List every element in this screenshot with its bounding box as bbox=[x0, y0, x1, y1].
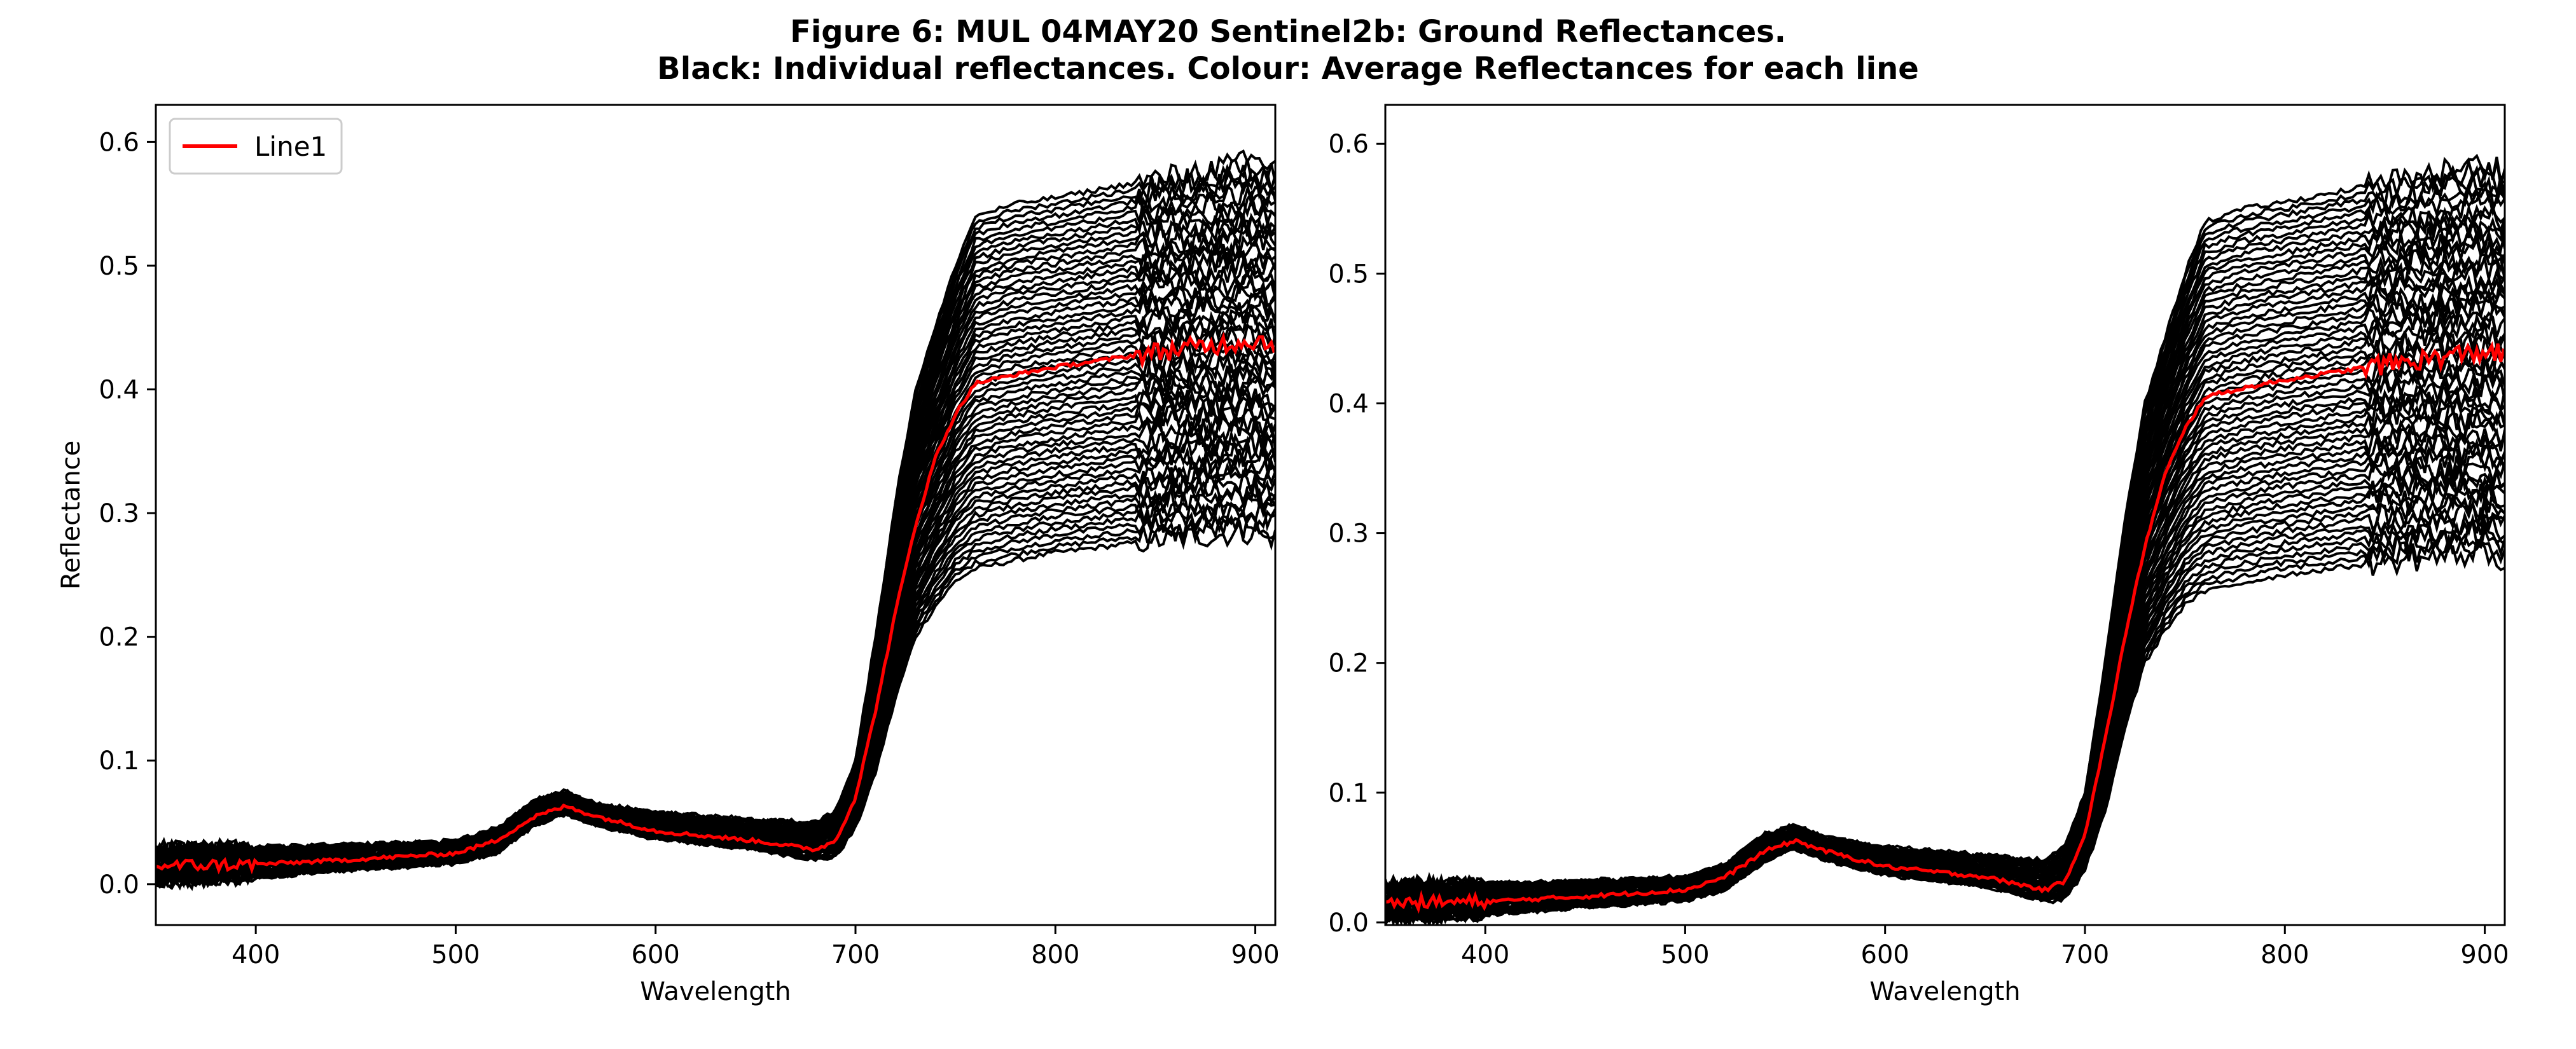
individual-reflectance-line bbox=[156, 246, 1275, 864]
x-tick-label: 600 bbox=[1861, 940, 1909, 970]
individual-reflectance-line bbox=[1385, 343, 2505, 910]
individual-reflectance-line bbox=[156, 292, 1275, 869]
chart-panel-2: 400 500 600 700 800 900 0.0 0.1 0.2 0.3 0.4 0.5 0.6 W… bbox=[1328, 104, 2509, 1006]
x-tick-label: 400 bbox=[232, 940, 280, 970]
individual-reflectance-line bbox=[156, 310, 1275, 872]
x-tick-label: 400 bbox=[1461, 940, 1509, 970]
y-tick-label: 0.1 bbox=[99, 746, 139, 776]
individual-reflectance-line bbox=[156, 173, 1275, 860]
x-tick-label: 900 bbox=[1231, 940, 1279, 970]
individual-reflectance-line bbox=[1385, 423, 2505, 916]
individual-reflectance-line bbox=[1385, 288, 2505, 906]
y-tick-label: 0.0 bbox=[1328, 908, 1369, 938]
individual-reflectance-line bbox=[1385, 429, 2505, 919]
y-tick-label: 0.3 bbox=[1328, 519, 1369, 549]
individual-reflectance-line bbox=[1385, 286, 2505, 905]
individual-reflectance-line bbox=[1385, 385, 2505, 915]
individual-reflectance-line bbox=[1385, 170, 2505, 897]
y-tick-label: 0.4 bbox=[99, 376, 139, 405]
y-axis-label: Reflectance bbox=[57, 441, 86, 590]
individual-reflectance-line bbox=[1385, 262, 2505, 902]
y-tick-label: 0.5 bbox=[99, 252, 139, 281]
individual-reflectance-line bbox=[1385, 203, 2505, 900]
individual-reflectance-line bbox=[156, 168, 1275, 860]
y-tick-label: 0.2 bbox=[1328, 649, 1369, 678]
axes-frame bbox=[1384, 104, 2506, 926]
individual-reflectance-line bbox=[156, 279, 1275, 870]
individual-reflectance-line bbox=[1385, 374, 2505, 913]
individual-reflectance-line bbox=[1385, 434, 2505, 918]
individual-reflectance-line bbox=[156, 339, 1275, 875]
individual-reflectance-line bbox=[1385, 456, 2505, 919]
x-tick-label: 700 bbox=[2061, 940, 2109, 970]
x-tick-label: 500 bbox=[431, 940, 480, 970]
individual-reflectance-line bbox=[156, 163, 1275, 859]
chart-panel-1: 400 500 600 700 800 900 0.0 0.1 0.2 0.3 0.4 0.5 0.6 W… bbox=[57, 104, 1280, 1006]
individual-reflectance-line bbox=[156, 157, 1275, 856]
individual-reflectance-line bbox=[1385, 336, 2505, 910]
individual-reflectance-line bbox=[1385, 389, 2505, 915]
average-reflectance-line bbox=[156, 331, 1275, 875]
individual-reflectance-line bbox=[156, 387, 1275, 881]
chart-title-line1: Figure 6: MUL 04MAY20 Sentinel2b: Ground… bbox=[790, 14, 1786, 50]
legend-label: Line1 bbox=[254, 131, 327, 162]
y-tick-label: 0.0 bbox=[99, 870, 139, 900]
individual-reflectance-line bbox=[156, 432, 1275, 882]
individual-reflectance-line bbox=[1385, 276, 2505, 907]
individual-reflectance-line bbox=[1385, 322, 2505, 910]
individual-reflectance-line bbox=[156, 237, 1275, 865]
x-tick-label: 700 bbox=[831, 940, 880, 970]
individual-reflectance-line bbox=[1385, 242, 2505, 903]
individual-reflectance-line bbox=[1385, 417, 2505, 916]
individual-reflectance-line bbox=[156, 149, 1275, 856]
individual-reflectance-line bbox=[1385, 153, 2505, 896]
axes-frame bbox=[155, 104, 1277, 926]
individual-reflectance-line bbox=[1385, 358, 2505, 914]
average-reflectance-line bbox=[1385, 341, 2505, 914]
individual-reflectance-line bbox=[156, 417, 1275, 882]
individual-reflectance-line bbox=[156, 306, 1275, 871]
plot-area bbox=[1385, 153, 2505, 925]
individual-reflectance-line bbox=[1385, 395, 2505, 916]
individual-reflectance-line bbox=[1385, 202, 2505, 898]
individual-reflectance-line bbox=[156, 320, 1275, 872]
x-tick-label: 900 bbox=[2460, 940, 2509, 970]
individual-reflectance-line bbox=[1385, 256, 2505, 903]
y-tick-label: 0.6 bbox=[1328, 130, 1369, 159]
chart-title-line2: Black: Individual reflectances. Colour: … bbox=[657, 51, 1919, 86]
individual-reflectance-line bbox=[156, 185, 1275, 860]
x-tick-label: 800 bbox=[1031, 940, 1079, 970]
individual-reflectance-line bbox=[1385, 350, 2505, 910]
legend-box bbox=[169, 118, 343, 175]
y-tick-label: 0.6 bbox=[99, 128, 139, 157]
y-tick-label: 0.2 bbox=[99, 623, 139, 652]
legend: Line1 bbox=[169, 118, 343, 175]
plot-area bbox=[156, 149, 1275, 891]
individual-reflectance-line bbox=[156, 256, 1275, 862]
individual-reflectance-line bbox=[156, 368, 1275, 877]
x-axis-label: Wavelength bbox=[640, 977, 791, 1006]
y-tick-label: 0.3 bbox=[99, 499, 139, 528]
y-tick-label: 0.1 bbox=[1328, 779, 1369, 808]
x-axis-label: Wavelength bbox=[1869, 977, 2020, 1006]
x-tick-label: 500 bbox=[1661, 940, 1709, 970]
individual-reflectance-line bbox=[1385, 156, 2505, 896]
y-tick-label: 0.5 bbox=[1328, 259, 1369, 289]
x-tick-label: 800 bbox=[2261, 940, 2309, 970]
individual-reflectance-line bbox=[1385, 311, 2505, 907]
y-tick-label: 0.4 bbox=[1328, 389, 1369, 418]
individual-reflectance-line bbox=[156, 270, 1275, 870]
x-tick-label: 600 bbox=[632, 940, 680, 970]
